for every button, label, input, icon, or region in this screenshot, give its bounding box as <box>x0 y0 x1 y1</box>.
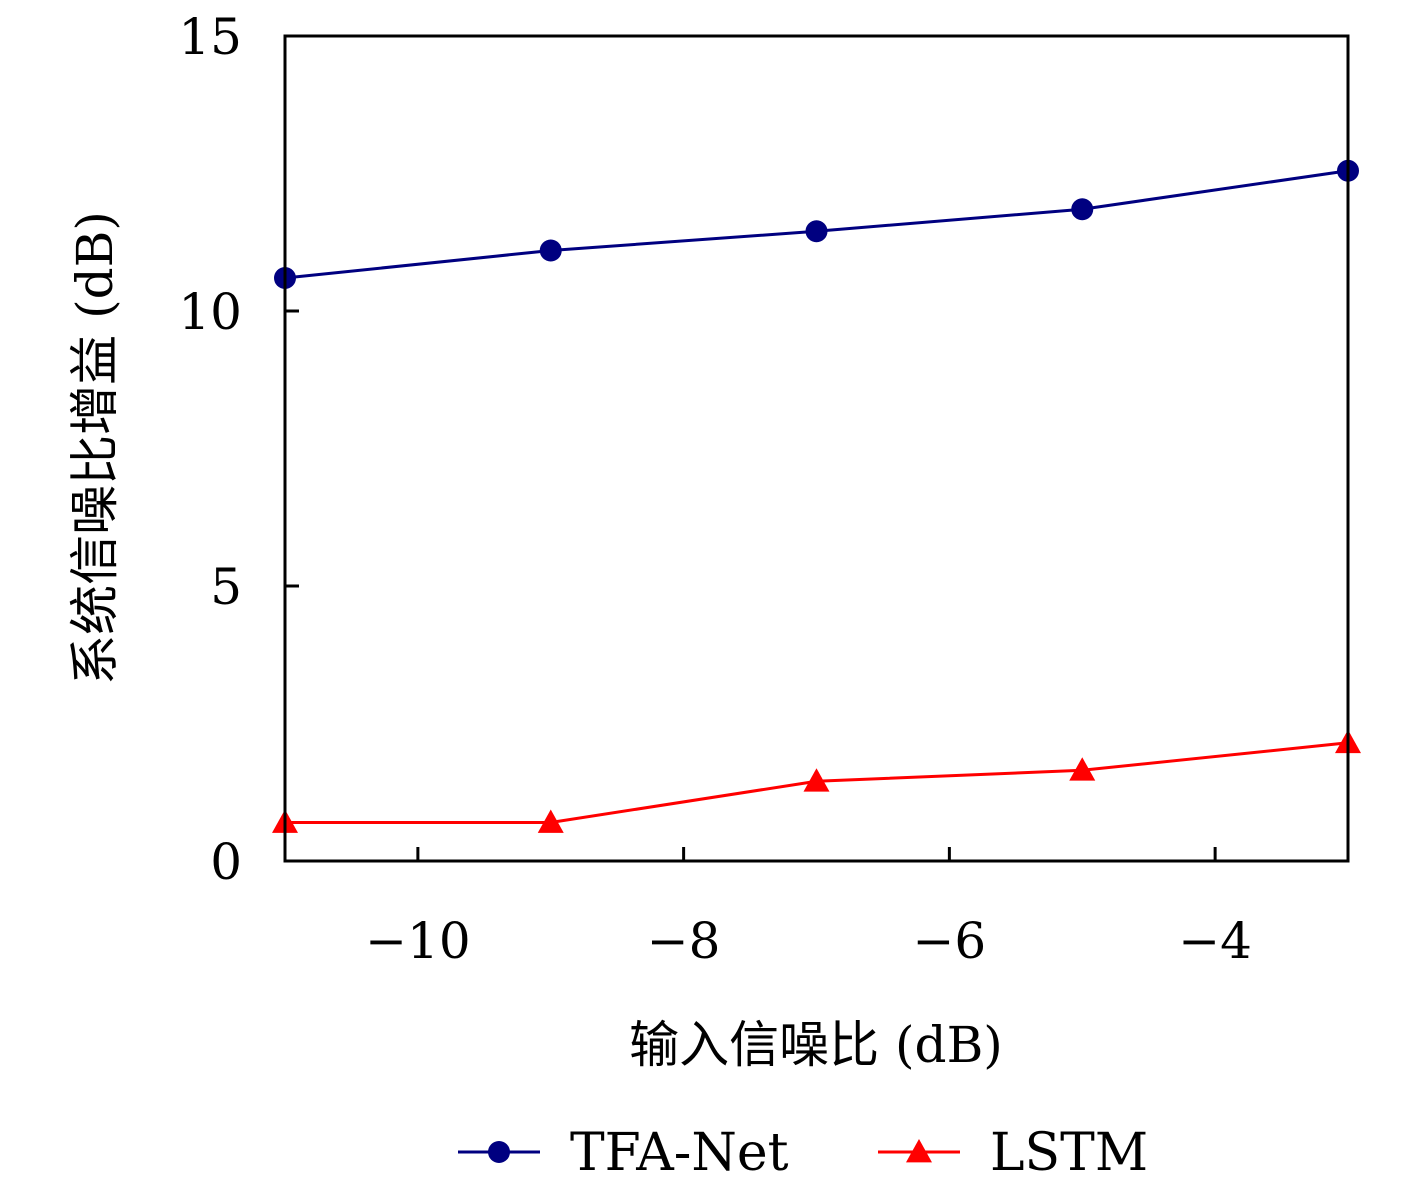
data-point-tfa-net <box>805 220 828 243</box>
x-tick-label: −8 <box>647 912 721 970</box>
legend-label: TFA-Net <box>570 1123 789 1183</box>
y-tick-label: 15 <box>178 8 242 66</box>
legend-marker <box>488 1141 510 1163</box>
legend-item-tfa-net: TFA-Net <box>458 1123 789 1183</box>
data-point-lstm <box>1069 757 1096 781</box>
series-lstm <box>272 729 1361 833</box>
y-tick-label: 10 <box>178 283 242 341</box>
y-tick-label: 0 <box>210 833 242 891</box>
y-axis-label: 系统信噪比增益 (dB) <box>66 211 124 685</box>
data-point-lstm <box>537 809 564 833</box>
data-point-lstm <box>803 768 830 792</box>
x-tick-label: −4 <box>1178 912 1252 970</box>
plot-frame <box>283 34 1350 863</box>
tick-layer: −10 −8 −6 −4 0 5 10 15 <box>178 8 1252 970</box>
data-point-tfa-net <box>1071 198 1094 221</box>
x-axis-label: 输入信噪比 (dB) <box>629 1016 1003 1074</box>
legend-label: LSTM <box>990 1123 1148 1183</box>
data-point-tfa-net <box>539 239 562 262</box>
series-tfa-net <box>274 159 1359 289</box>
x-tick-label: −6 <box>913 912 987 970</box>
x-tick-label: −10 <box>365 912 471 970</box>
legend: TFA-Net LSTM <box>458 1123 1148 1183</box>
series-layer <box>272 159 1361 833</box>
legend-marker <box>906 1139 932 1163</box>
y-tick-label: 5 <box>210 558 242 616</box>
legend-item-lstm: LSTM <box>878 1123 1148 1183</box>
